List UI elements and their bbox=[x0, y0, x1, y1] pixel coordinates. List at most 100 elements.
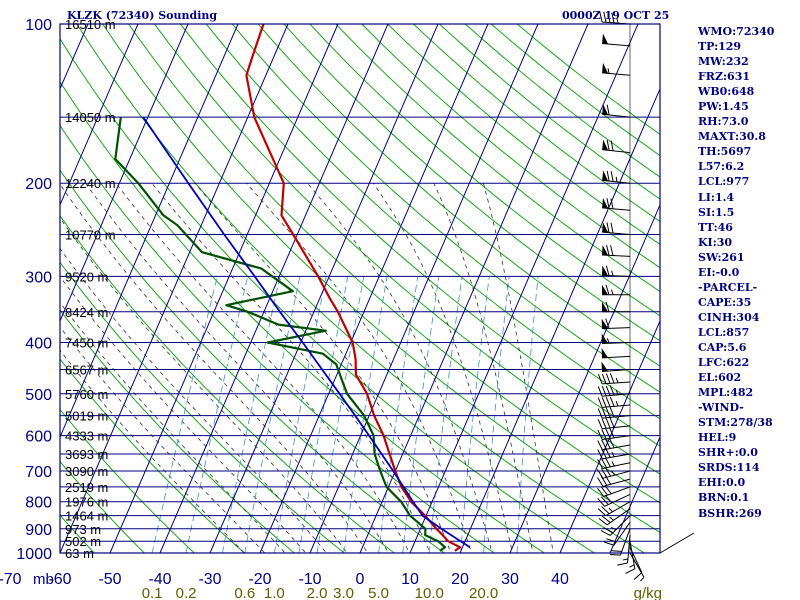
height-label: 63 m bbox=[65, 546, 94, 561]
isobar-lines bbox=[60, 24, 660, 553]
index-entry: BRN:0.1 bbox=[698, 491, 750, 505]
mixing-ratio-line bbox=[273, 276, 327, 553]
height-label: 5760 m bbox=[65, 387, 108, 402]
mixing-ratio-line bbox=[428, 276, 463, 553]
temperature-profile-line bbox=[245, 24, 462, 552]
wind-barb bbox=[609, 528, 631, 556]
index-entry: MW:232 bbox=[698, 55, 749, 69]
height-label: 14050 m bbox=[65, 110, 116, 125]
wind-barb bbox=[597, 457, 631, 470]
index-entry: WMO:72340 bbox=[698, 25, 775, 38]
pressure-tick-label: 200 bbox=[25, 176, 52, 193]
index-entry: HEL:9 bbox=[698, 431, 737, 445]
height-label: 3693 m bbox=[65, 447, 108, 462]
mixing-ratio-line bbox=[483, 276, 510, 553]
wind-barb bbox=[625, 541, 636, 574]
index-entry: TT:46 bbox=[698, 220, 733, 234]
pressure-tick-label: 600 bbox=[25, 429, 52, 446]
index-entry: SRDS:114 bbox=[698, 461, 760, 475]
wind-barb bbox=[602, 139, 631, 154]
wind-barb bbox=[597, 407, 631, 419]
wind-barb bbox=[597, 438, 631, 451]
index-entry: TP:129 bbox=[698, 40, 742, 54]
index-entry: CAP:5.6 bbox=[698, 340, 747, 354]
wind-barb bbox=[598, 508, 631, 526]
height-label: 4333 m bbox=[65, 429, 108, 444]
wind-barb bbox=[597, 428, 631, 441]
mixing-ratio-line bbox=[316, 276, 365, 553]
wind-barb bbox=[597, 396, 631, 408]
moist-adiabat-line bbox=[194, 182, 452, 553]
mixing-ratio-tick-label: 10.0 bbox=[415, 585, 444, 600]
mixing-ratio-tick-label: 5.0 bbox=[368, 585, 389, 600]
dry-adiabat-line bbox=[60, 169, 446, 553]
wind-barb bbox=[597, 447, 631, 460]
sounding-profiles bbox=[114, 24, 471, 552]
dry-adiabat-line bbox=[128, 24, 660, 504]
height-label: 3090 m bbox=[65, 464, 108, 479]
mixing-ratio-line bbox=[185, 276, 249, 553]
wind-barb bbox=[602, 197, 631, 211]
dry-adiabat-line bbox=[60, 124, 496, 553]
wind-barb bbox=[602, 244, 631, 257]
wind-barb bbox=[597, 493, 631, 507]
height-label: 9520 m bbox=[65, 269, 108, 284]
pressure-tick-label: 700 bbox=[25, 464, 52, 481]
dry-adiabat-line bbox=[0, 12, 54, 564]
pressure-tick-label: 1000 bbox=[16, 546, 52, 563]
temperature-tick-label: 20 bbox=[451, 571, 469, 588]
chart-timestamp: 0000Z 19 OCT 25 bbox=[562, 9, 670, 22]
dry-adiabat-lines bbox=[0, 12, 660, 564]
wind-barb bbox=[597, 467, 631, 479]
index-entry: CAPE:35 bbox=[698, 295, 752, 309]
index-entry: MAXT:30.8 bbox=[698, 130, 766, 144]
height-label: 12240 m bbox=[65, 176, 116, 191]
wind-barb bbox=[602, 301, 630, 313]
height-label: 2519 m bbox=[65, 480, 108, 495]
dry-adiabat-line bbox=[60, 37, 596, 553]
wind-barb bbox=[597, 501, 631, 517]
dry-adiabat-line bbox=[335, 24, 660, 292]
temperature-tick-label: 40 bbox=[551, 571, 569, 588]
mixing-ratio-line bbox=[151, 276, 218, 553]
mixing-ratio-line bbox=[298, 276, 349, 553]
index-entry: LCL:857 bbox=[698, 325, 750, 339]
height-label: 973 m bbox=[65, 522, 101, 537]
index-entry: TH:5697 bbox=[698, 145, 752, 159]
isotherm-line bbox=[559, 319, 660, 553]
dry-adiabat-line bbox=[0, 12, 4, 564]
dry-adiabat-line bbox=[60, 358, 245, 553]
mixing-ratio-line bbox=[460, 276, 490, 553]
dry-adiabat-line bbox=[60, 514, 95, 553]
pressure-unit-label: mb bbox=[33, 571, 54, 588]
isotherm-line bbox=[159, 24, 389, 553]
index-entry: EI:-0.0 bbox=[698, 265, 740, 279]
wind-barb bbox=[603, 522, 631, 546]
mixing-ratio-tick-label: 20.0 bbox=[469, 585, 498, 600]
index-entry: BSHR:269 bbox=[698, 506, 762, 520]
temperature-tick-label: -30 bbox=[198, 571, 221, 588]
moist-adiabat-line bbox=[433, 183, 534, 553]
mixing-ratio-line bbox=[244, 276, 301, 553]
height-label: 6567 m bbox=[65, 363, 108, 378]
height-label: 8424 m bbox=[65, 305, 108, 320]
mixing-ratio-tick-label: 2.0 bbox=[307, 585, 328, 600]
dry-adiabat-line bbox=[60, 309, 295, 553]
wind-barb bbox=[597, 373, 631, 385]
index-entry: SW:261 bbox=[698, 250, 745, 264]
isotherm-line bbox=[459, 87, 660, 553]
wind-barb bbox=[602, 170, 631, 184]
index-entry: RH:73.0 bbox=[698, 115, 749, 129]
dry-adiabat-line bbox=[60, 80, 546, 553]
mixing-ratio-lines bbox=[151, 276, 539, 553]
isotherm-line bbox=[60, 24, 139, 207]
pressure-tick-label: 400 bbox=[25, 335, 52, 352]
index-entry: -PARCEL- bbox=[698, 280, 758, 294]
parcel-path-line bbox=[142, 116, 471, 548]
height-label: 10770 m bbox=[65, 228, 116, 243]
moist-adiabat-lines bbox=[60, 182, 554, 553]
dry-adiabat-line bbox=[309, 24, 660, 317]
